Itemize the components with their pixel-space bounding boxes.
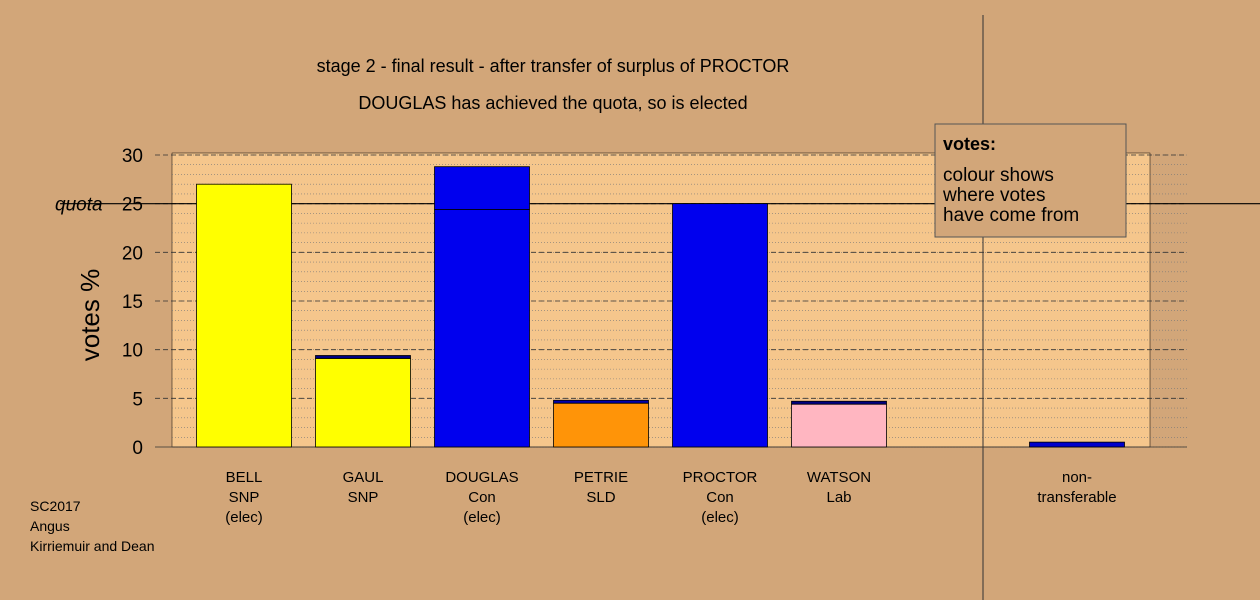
y-tick-label: 30 [122, 146, 143, 167]
legend-title: votes: [943, 134, 996, 154]
bar-segment [434, 166, 530, 210]
footnote: SC2017 [30, 498, 81, 514]
quota-label: quota [55, 195, 103, 216]
x-tick-label: Lab [826, 489, 851, 506]
legend-text: where votes [942, 185, 1045, 206]
y-axis-label: votes % [75, 269, 105, 362]
x-tick-label: SLD [586, 489, 615, 506]
bar-segment [553, 399, 649, 404]
bar-segment [196, 183, 292, 448]
legend-text: have come from [943, 205, 1079, 226]
x-tick-label: WATSON [807, 469, 871, 486]
bar-segment [315, 358, 411, 448]
chart-title: stage 2 - final result - after transfer … [317, 56, 790, 76]
bars: BELL SNP (elec) GAUL SNP DOUGLAS Con (elec) PETR… [196, 166, 1125, 526]
legend-box: votes: colour shows where votes have com… [934, 123, 1127, 238]
y-tick-label: 5 [132, 389, 143, 410]
x-tick-label: (elec) [463, 509, 501, 526]
x-tick-label: (elec) [225, 509, 263, 526]
bar-segment [434, 209, 530, 448]
chart-subtitle: DOUGLAS has achieved the quota, so is el… [358, 93, 747, 113]
bar-segment [791, 400, 887, 405]
y-tick-label: 20 [122, 243, 143, 264]
y-tick-label: 0 [132, 438, 143, 459]
x-tick-label: SNP [348, 489, 379, 506]
x-tick-label: PETRIE [574, 469, 628, 486]
legend-frame [934, 123, 1127, 238]
footnote: Angus [30, 518, 70, 534]
x-tick-label: GAUL [343, 469, 384, 486]
x-tick-label: DOUGLAS [445, 469, 518, 486]
x-tick-label: (elec) [701, 509, 739, 526]
x-tick-label: transferable [1037, 489, 1116, 506]
bar-segment [791, 403, 887, 448]
x-tick-label: Con [706, 489, 734, 506]
bar-segment [553, 402, 649, 448]
legend-text: colour shows [943, 165, 1054, 186]
x-tick-label: PROCTOR [683, 469, 758, 486]
y-tick-label: 25 [122, 195, 143, 216]
x-tick-label: BELL [226, 469, 263, 486]
footnote: Kirriemuir and Dean [30, 538, 155, 554]
y-tick-label: 15 [122, 292, 143, 313]
y-tick-label: 10 [122, 341, 143, 362]
bar-segment [672, 203, 768, 448]
x-tick-label: non- [1062, 469, 1092, 486]
bar-segment [315, 355, 411, 359]
x-tick-label: SNP [229, 489, 260, 506]
x-tick-label: Con [468, 489, 496, 506]
bar-segment [1029, 441, 1125, 448]
